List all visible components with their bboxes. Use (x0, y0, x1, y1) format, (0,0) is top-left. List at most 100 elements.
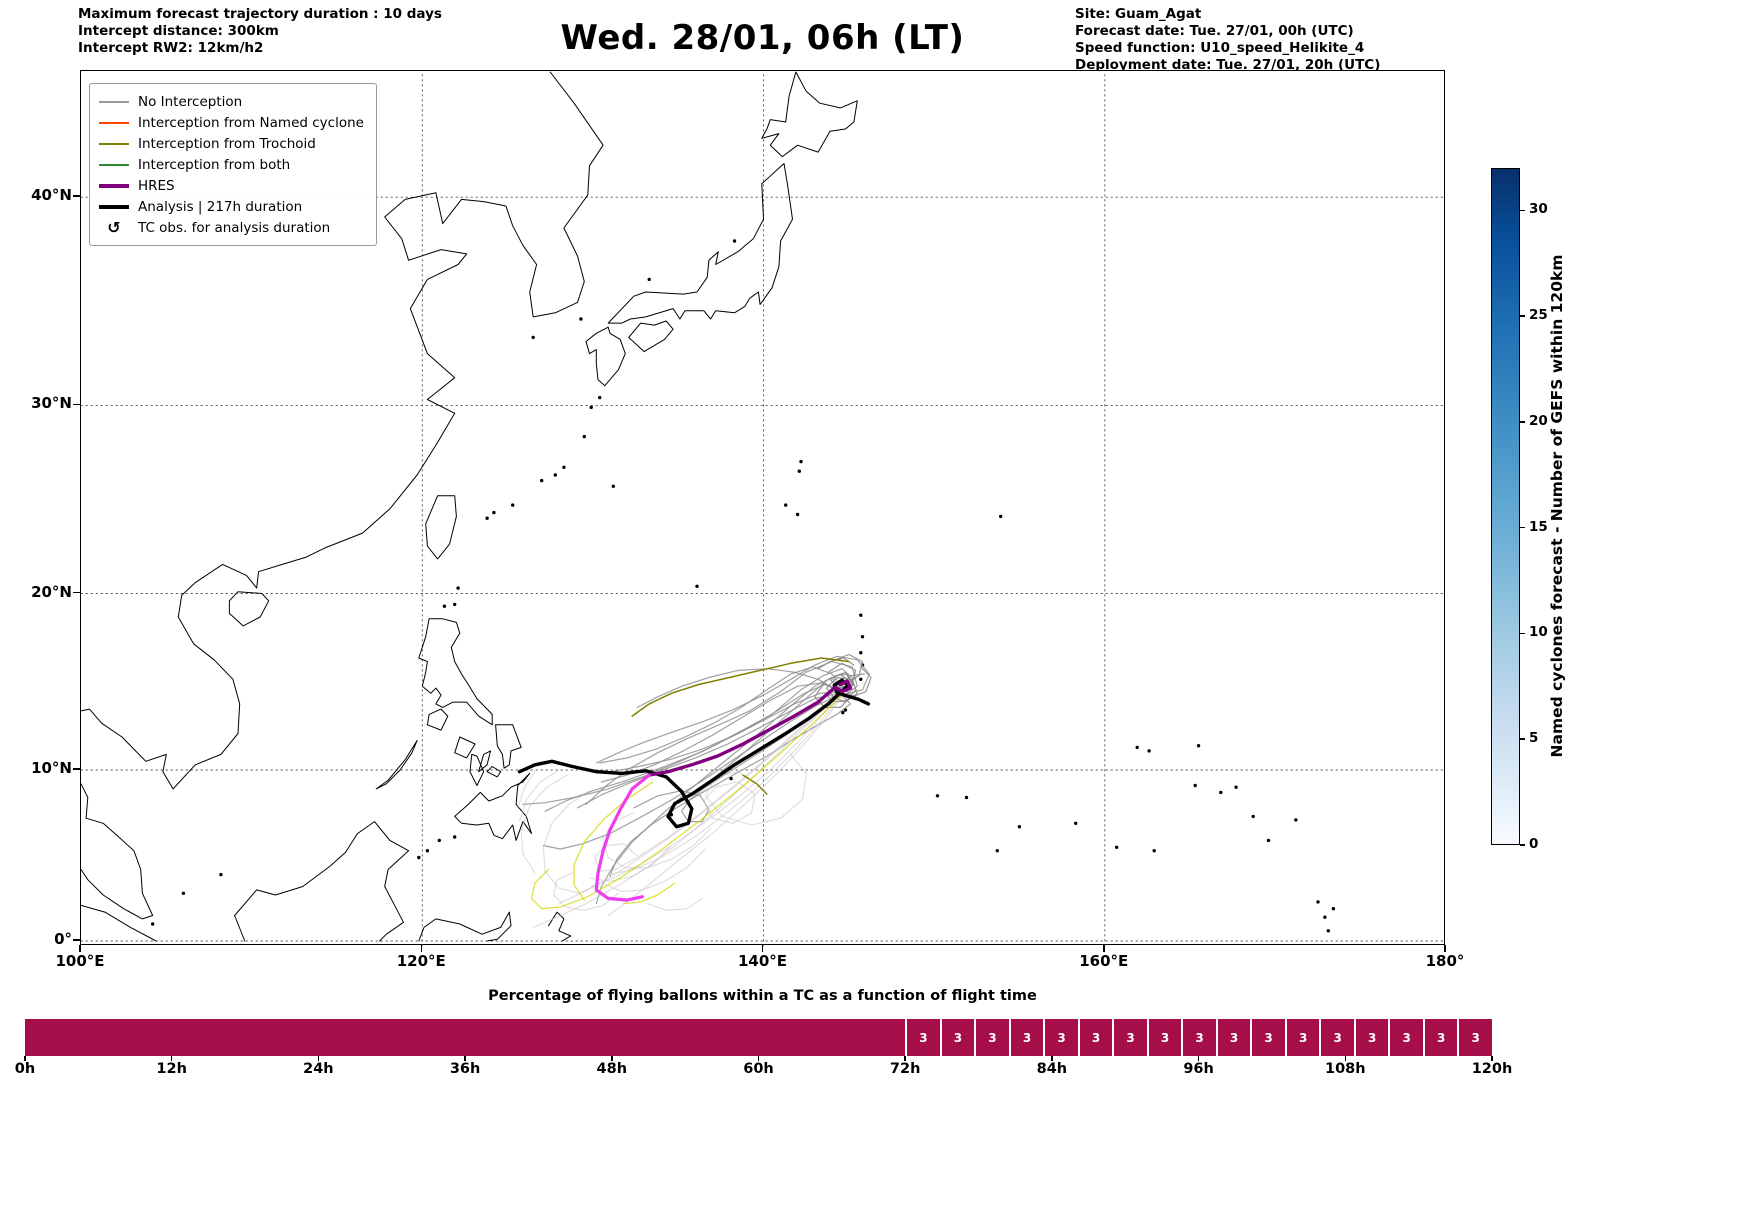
island-dot (732, 239, 737, 243)
lat-tick-mark (73, 403, 80, 406)
lon-tick-label: 140°E (737, 952, 788, 970)
colorbar-tick-label: 15 (1529, 518, 1548, 535)
tc-bar-segment: 3 (907, 1019, 940, 1056)
trajectory-gefs-no-interception-light (703, 781, 756, 824)
bottom-x-tick-mark (1344, 1056, 1347, 1061)
island-dot (181, 891, 186, 895)
island-dot (1135, 745, 1139, 750)
island-dot (1152, 849, 1156, 853)
coastline-malay-peninsula (81, 783, 154, 920)
lon-tick-label: 100°E (55, 952, 105, 970)
colorbar-tick-mark (1520, 209, 1525, 212)
trajectory-gefs-no-interception-light (590, 694, 840, 888)
bottom-chart-title: Percentage of flying ballons within a TC… (488, 988, 1037, 1004)
island-dot (995, 849, 999, 853)
trajectory-gefs-no-interception-light (520, 774, 568, 874)
coastline-palawan (375, 740, 418, 790)
coastline-borneo (234, 821, 410, 942)
tc-bar-solid-segment (25, 1019, 906, 1056)
tc-bar-segment: 3 (1079, 1019, 1113, 1056)
island-dot (1326, 929, 1331, 933)
legend-label: Interception from Trochoid (138, 135, 316, 152)
legend-line-swatch (99, 142, 129, 145)
legend-item: Interception from both (99, 154, 364, 175)
tc-bar-segment: 3 (1286, 1019, 1320, 1056)
island-dot (511, 503, 515, 507)
bottom-x-tick-label: 60h (743, 1061, 774, 1077)
legend-line (99, 183, 129, 188)
tc-bar-segment: 3 (1114, 1019, 1147, 1056)
island-dot (582, 434, 586, 439)
tc-bar-segment: 3 (1183, 1019, 1216, 1056)
legend-line-swatch (99, 163, 129, 166)
trajectory-analysis (517, 678, 871, 829)
bottom-x-tick-mark (611, 1056, 613, 1061)
island-dot (456, 586, 460, 590)
island-dot (784, 503, 788, 507)
legend-item: Interception from Trochoid (99, 133, 364, 154)
tc-bar-segment: 3 (1217, 1019, 1251, 1056)
bottom-x-tick-label: 12h (156, 1061, 187, 1077)
trajectory-gefs-no-interception-light (646, 897, 703, 911)
trajectory-interception-trochoid (631, 657, 850, 717)
trajectory-gefs-no-interception (542, 694, 840, 850)
deployment-date-text: Deployment date: Tue. 27/01, 20h (UTC) (1075, 57, 1381, 73)
legend-item: Analysis | 217h duration (99, 196, 364, 217)
speed-function-text: Speed function: U10_speed_Helikite_4 (1075, 40, 1365, 56)
trajectory-gefs-no-interception (544, 668, 855, 812)
intercept-rw2-text: Intercept RW2: 12km/h2 (78, 40, 264, 56)
coastline-negros (469, 753, 485, 786)
colorbar-tick-mark (1520, 526, 1525, 529)
bottom-x-tick-label: 120h (1471, 1061, 1513, 1077)
coastline-luzon (418, 618, 493, 726)
island-dot (1266, 838, 1271, 843)
bottom-x-tick-label: 108h (1325, 1061, 1366, 1077)
island-dot (1331, 907, 1336, 911)
island-dot (1074, 821, 1078, 825)
legend-label: Interception from both (138, 156, 291, 173)
trajectory-gefs-no-interception (599, 666, 845, 764)
coastline-asia-mainland (81, 71, 604, 790)
colorbar-tick-label: 0 (1529, 836, 1539, 852)
trajectory-hres (647, 679, 853, 777)
lon-tick-mark (1103, 945, 1105, 952)
island-dot (492, 510, 496, 515)
coastline-shikoku (628, 320, 674, 353)
island-dot (442, 604, 447, 608)
lat-tick-mark (73, 939, 80, 941)
trajectory-gefs-no-interception (636, 668, 838, 709)
bottom-x-tick-label: 96h (1183, 1061, 1214, 1077)
tc-obs-icon: ↺ (107, 218, 121, 237)
trajectory-gefs-no-interception (610, 690, 843, 773)
island-dot (1193, 783, 1197, 788)
trajectory-interception-trochoid (742, 774, 768, 795)
legend-label: HRES (138, 177, 175, 194)
trajectory-gefs-no-interception-light (607, 699, 838, 876)
legend-label: Interception from Named cyclone (138, 114, 364, 131)
site-text: Site: Guam_Agat (1075, 6, 1202, 22)
tc-bar-segment: 3 (1045, 1019, 1078, 1056)
lon-tick-label: 120°E (396, 952, 446, 970)
colorbar-tick-label: 20 (1529, 412, 1548, 429)
island-dot (579, 317, 583, 321)
legend-item: Interception from Named cyclone (99, 112, 364, 133)
legend-line (99, 142, 129, 145)
coastline-sumatra (81, 904, 157, 942)
legend-label: No Interception (138, 93, 243, 110)
lon-tick-mark (1444, 945, 1446, 952)
island-dot (999, 514, 1003, 519)
island-dot (219, 872, 223, 877)
intercept-distance-text: Intercept distance: 300km (78, 23, 279, 39)
bottom-x-tick-mark (317, 1056, 320, 1061)
lon-tick-label: 180° (1425, 952, 1465, 970)
coastline-mindoro (426, 708, 449, 731)
island-dot (859, 677, 863, 681)
island-dot (647, 277, 651, 282)
tc-bar-segment: 3 (1010, 1019, 1044, 1056)
tc-bar-segment: 3 (1424, 1019, 1458, 1056)
bottom-x-tick-mark (24, 1056, 26, 1061)
coastline-panay (454, 736, 476, 759)
bottom-x-tick-mark (904, 1056, 906, 1061)
lat-tick-mark (73, 195, 80, 197)
tc-bar-segment: 3 (1355, 1019, 1389, 1056)
